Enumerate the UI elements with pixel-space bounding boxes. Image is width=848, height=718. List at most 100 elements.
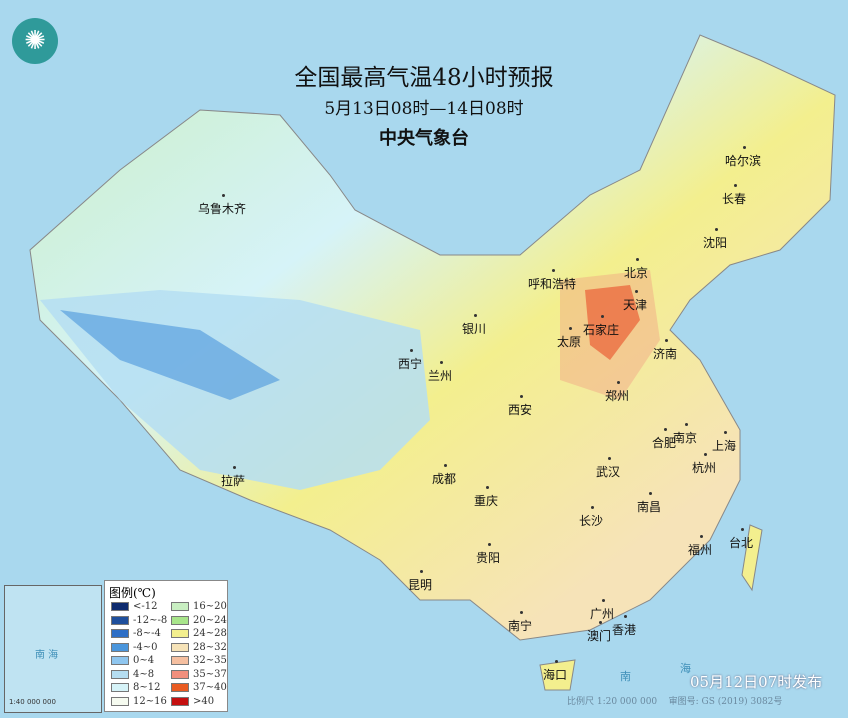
legend-label: -4~0 [133, 641, 158, 653]
legend-swatch [171, 642, 189, 652]
issuer: 中央气象台 [379, 128, 469, 149]
sea-label: 海 [680, 662, 691, 675]
legend-swatch [111, 669, 129, 679]
city-label: 长春 [722, 184, 747, 206]
legend-item: 12~16 [111, 696, 167, 707]
legend-label: 0~4 [133, 655, 155, 666]
north-china-warm-zone [560, 270, 660, 400]
legend-label: <-12 [133, 601, 158, 612]
legend-title: 图例(℃) [109, 586, 156, 600]
cma-logo-icon: ✺ [12, 18, 58, 64]
city-label: 拉萨 [221, 466, 246, 488]
city-label: 郑州 [605, 381, 630, 403]
hainan [539, 659, 576, 691]
city-label: 澳门 [587, 621, 612, 643]
legend-swatch [171, 602, 189, 611]
legend: 图例(℃) <-12 -12~-8 -8~-4 -4~0 0~4 4~8 8~12 12~16… [104, 580, 228, 712]
legend-item: 37~40 [171, 682, 227, 693]
legend-label: 32~35 [193, 655, 227, 666]
legend-item: 28~32 [171, 642, 227, 653]
legend-swatch [171, 615, 189, 625]
city-label: 乌鲁木齐 [198, 194, 247, 216]
forecast-period: 5月13日08时—14日08时 [324, 99, 524, 119]
legend-swatch [171, 683, 189, 692]
china-landmass [29, 34, 836, 641]
city-label: 重庆 [474, 486, 499, 508]
city-label: 昆明 [408, 570, 433, 592]
city-label: 呼和浩特 [528, 269, 577, 291]
legend-item: -4~0 [111, 642, 157, 653]
legend-swatch [171, 656, 189, 665]
city-label: 南昌 [637, 492, 662, 514]
legend-label: -8~-4 [133, 628, 161, 639]
city-label: 贵阳 [476, 543, 501, 565]
legend-swatch [111, 696, 129, 706]
legend-label: -12~-8 [133, 614, 168, 626]
city-label: 天津 [623, 290, 648, 312]
legend-label: 28~32 [193, 641, 227, 653]
city-label: 杭州 [692, 453, 717, 475]
legend-item: -8~-4 [111, 628, 161, 639]
legend-item: 8~12 [111, 682, 160, 693]
legend-swatch [111, 602, 129, 611]
legend-label: 20~24 [193, 614, 227, 626]
legend-label: 35~37 [193, 668, 227, 680]
legend-item: 4~8 [111, 669, 154, 680]
city-label: 银川 [462, 314, 487, 336]
legend-item: 20~24 [171, 615, 227, 626]
city-label: 成都 [432, 464, 457, 486]
south-china-sea-inset: 南 海 1:40 000 000 [4, 585, 102, 713]
city-label: 北京 [624, 258, 649, 280]
legend-swatch [111, 629, 129, 638]
legend-label: >40 [193, 695, 215, 707]
legend-label: 16~20 [193, 601, 227, 612]
city-label: 武汉 [596, 457, 621, 479]
city-label: 西宁 [398, 349, 423, 371]
city-label: 哈尔滨 [725, 146, 762, 168]
legend-swatch [171, 696, 189, 706]
legend-item: 0~4 [111, 655, 154, 666]
legend-swatch [171, 669, 189, 679]
city-label: 兰州 [428, 361, 453, 383]
legend-item: >40 [171, 696, 214, 707]
north-china-hot-zone [585, 285, 640, 360]
issue-time: 05月12日07时发布 [690, 673, 823, 691]
legend-item: -12~-8 [111, 615, 167, 626]
city-label: 石家庄 [583, 315, 620, 337]
city-label: 上海 [712, 431, 737, 453]
plateau-cold-core [60, 310, 280, 400]
legend-swatch [111, 656, 129, 665]
legend-item: 32~35 [171, 655, 227, 666]
city-label: 太原 [557, 327, 582, 349]
city-label: 广州 [590, 599, 615, 621]
city-label: 长沙 [579, 506, 604, 528]
sea-label: 南 [620, 670, 631, 683]
city-label: 福州 [688, 535, 713, 557]
legend-label: 4~8 [133, 668, 155, 680]
legend-item: 35~37 [171, 669, 227, 680]
legend-item: 24~28 [171, 628, 227, 639]
legend-swatch [111, 683, 129, 692]
scale-text: 比例尺 1:20 000 000 [567, 697, 658, 707]
city-label: 济南 [653, 339, 678, 361]
map-title: 全国最高气温48小时预报 [294, 65, 554, 91]
taiwan [741, 524, 763, 592]
inset-scale: 1:40 000 000 [9, 698, 56, 706]
city-label: 沈阳 [703, 228, 728, 250]
legend-swatch [171, 629, 189, 638]
city-label: 南宁 [508, 611, 533, 633]
city-label: 台北 [729, 528, 754, 550]
legend-label: 37~40 [193, 682, 227, 693]
map-scale: 比例尺 1:20 000 000 审图号: GS (2019) 3082号 [567, 694, 782, 707]
legend-swatch [111, 615, 129, 625]
legend-item: 16~20 [171, 601, 227, 612]
city-label: 合肥 [652, 428, 677, 450]
legend-item: <-12 [111, 601, 157, 612]
legend-label: 12~16 [133, 695, 167, 707]
review-number: 审图号: GS (2019) 3082号 [668, 697, 783, 707]
city-label: 香港 [612, 615, 637, 637]
city-label: 南京 [673, 423, 698, 445]
city-label: 西安 [508, 395, 533, 417]
legend-swatch [111, 642, 129, 652]
